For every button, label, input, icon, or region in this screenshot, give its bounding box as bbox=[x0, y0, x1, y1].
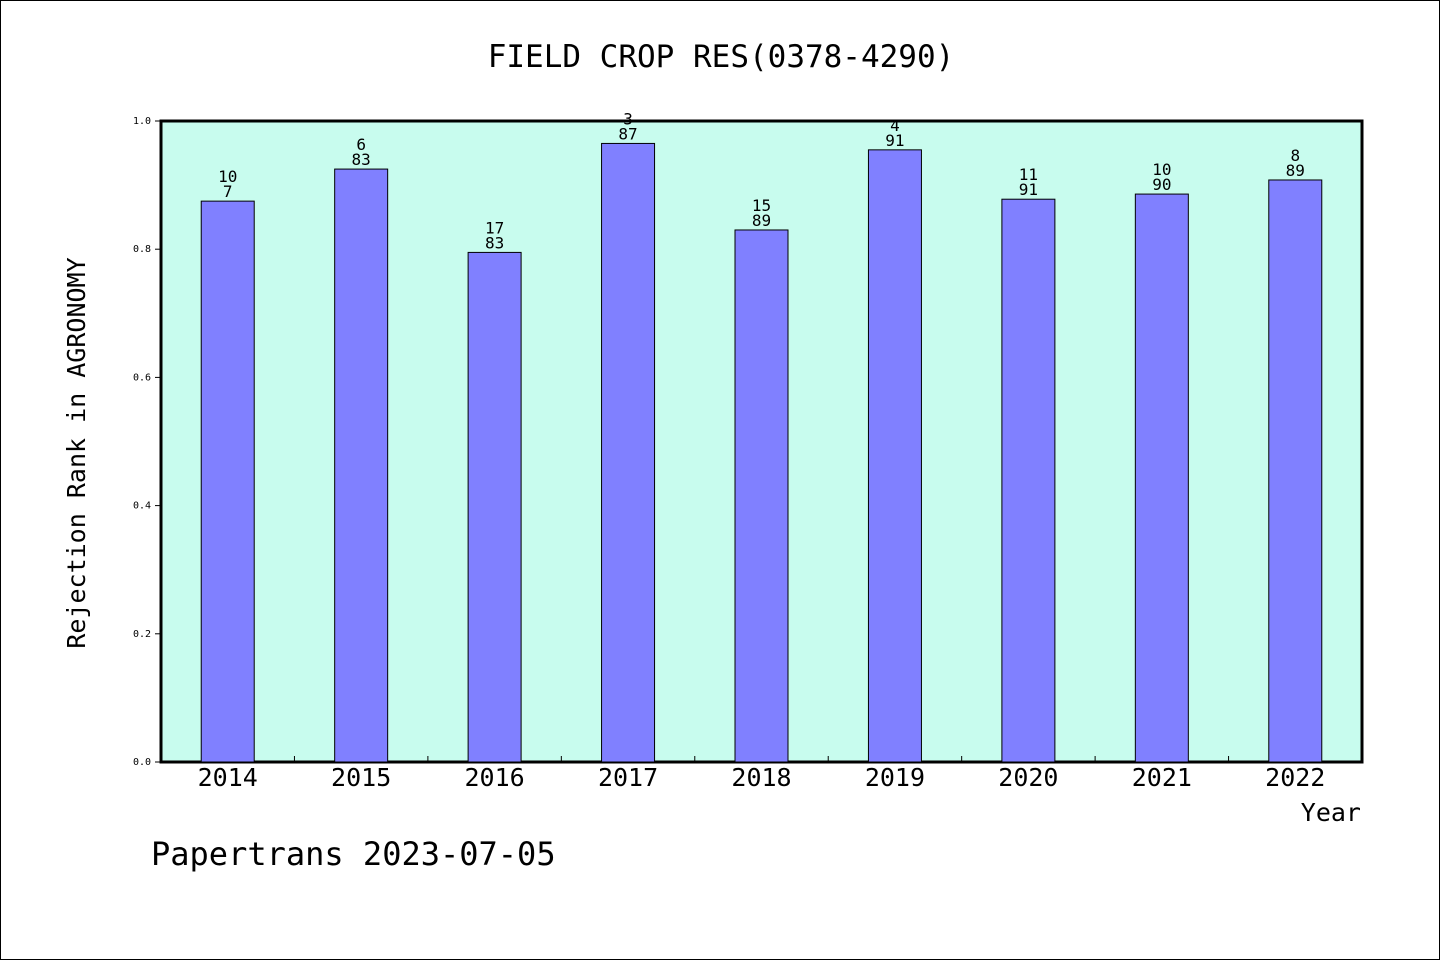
footer-text: Papertrans 2023-07-05 bbox=[151, 835, 556, 873]
x-tick-label: 2020 bbox=[998, 763, 1058, 792]
x-tick-label: 2021 bbox=[1132, 763, 1192, 792]
y-axis-label: Rejection Rank in AGRONOMY bbox=[62, 257, 91, 648]
x-tick-label: 2014 bbox=[198, 763, 258, 792]
total-label: 91 bbox=[1019, 180, 1038, 199]
bar-2022 bbox=[1268, 179, 1323, 763]
total-label: 87 bbox=[618, 124, 637, 143]
total-label: 83 bbox=[352, 150, 371, 169]
bar-2021 bbox=[1134, 193, 1189, 763]
x-tick-label: 2018 bbox=[731, 763, 791, 792]
y-tick-label: 0.8 bbox=[133, 244, 151, 255]
bars-layer bbox=[200, 142, 1323, 763]
y-tick-label: 0.4 bbox=[133, 501, 151, 512]
y-tick-label: 0.2 bbox=[133, 629, 151, 640]
bar-2014 bbox=[200, 200, 255, 763]
bar-2019 bbox=[867, 149, 922, 763]
x-axis-label: Year bbox=[1301, 798, 1361, 827]
x-axis: 2014 2015 2016 2017 2018 2019 2020 2021 2022 bbox=[198, 756, 1325, 792]
total-label: 91 bbox=[885, 131, 904, 150]
bar-2020 bbox=[1001, 198, 1056, 763]
rank-label: 11 bbox=[1019, 165, 1038, 184]
total-label: 89 bbox=[752, 211, 771, 230]
rank-label: 10 bbox=[218, 167, 237, 186]
x-tick-label: 2016 bbox=[465, 763, 525, 792]
bar-2015 bbox=[334, 168, 389, 763]
rank-label: 8 bbox=[1290, 146, 1300, 165]
rank-label: 10 bbox=[1152, 160, 1171, 179]
rank-label: 3 bbox=[623, 109, 633, 128]
y-axis: 0.0 0.2 0.4 0.6 0.8 1.0 bbox=[133, 116, 161, 768]
rank-label: 4 bbox=[890, 116, 900, 135]
total-label: 90 bbox=[1152, 175, 1171, 194]
chart-title: FIELD CROP RES(0378-4290) bbox=[488, 39, 955, 75]
x-tick-label: 2019 bbox=[865, 763, 925, 792]
rank-label: 17 bbox=[485, 218, 504, 237]
y-tick-label: 0.0 bbox=[133, 757, 151, 768]
x-tick-label: 2017 bbox=[598, 763, 658, 792]
bar-2017 bbox=[601, 142, 656, 763]
total-label: 83 bbox=[485, 233, 504, 252]
x-tick-label: 2015 bbox=[331, 763, 391, 792]
bar-2018 bbox=[734, 229, 789, 763]
y-tick-label: 1.0 bbox=[133, 116, 151, 127]
total-label: 89 bbox=[1286, 161, 1305, 180]
x-tick-label: 2022 bbox=[1265, 763, 1325, 792]
total-label: 7 bbox=[223, 182, 233, 201]
rank-label: 6 bbox=[356, 135, 366, 154]
y-tick-label: 0.6 bbox=[133, 372, 151, 383]
bar-2016 bbox=[467, 251, 522, 763]
rank-label: 15 bbox=[752, 196, 771, 215]
